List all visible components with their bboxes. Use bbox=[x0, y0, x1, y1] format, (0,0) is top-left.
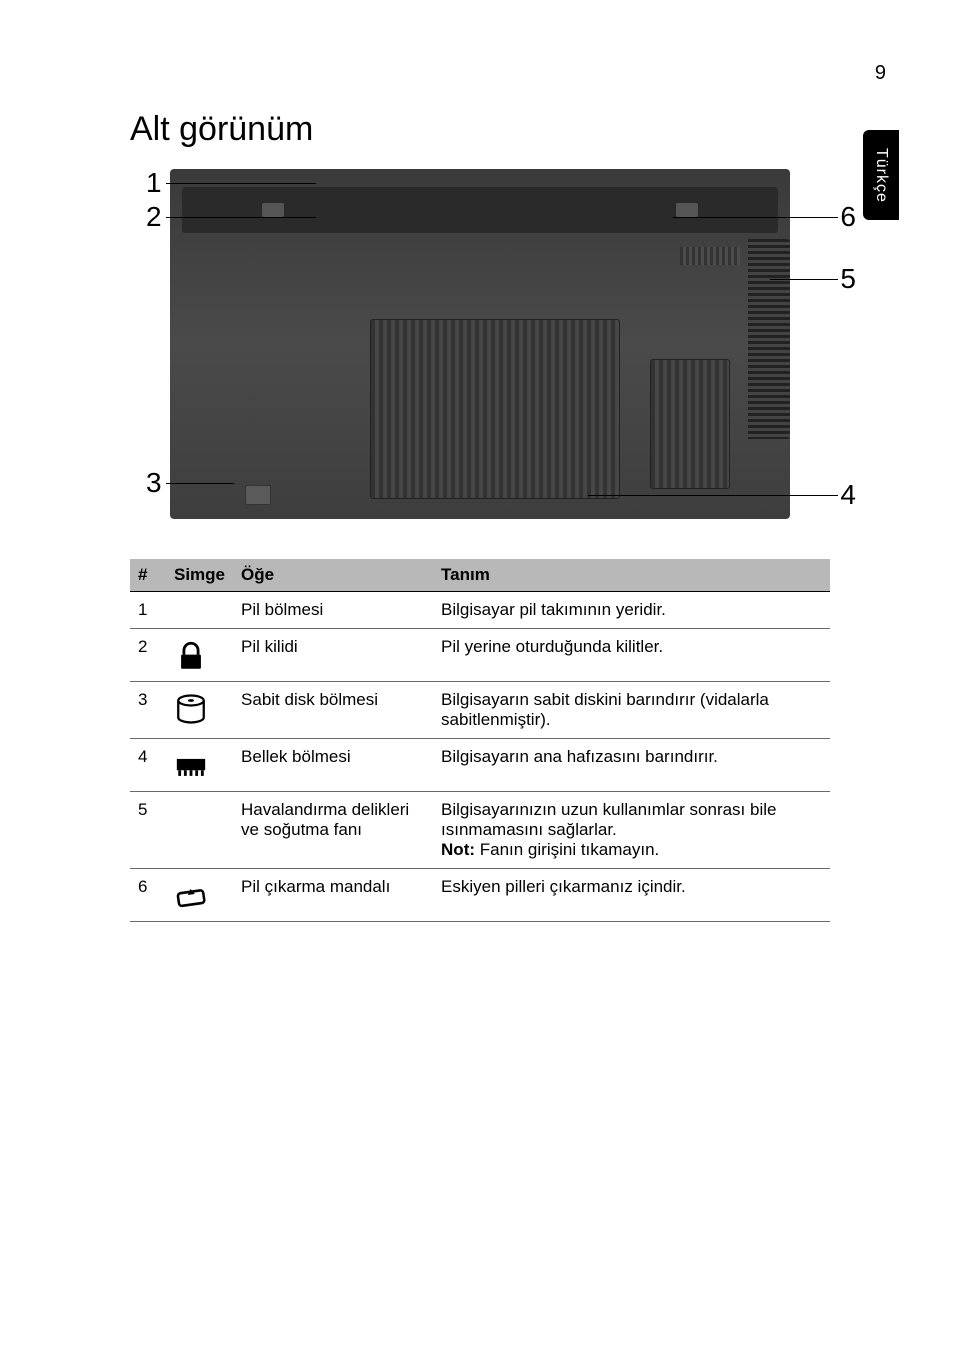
table-row: 1 Pil bölmesi Bilgisayar pil takımının y… bbox=[130, 592, 830, 629]
bottom-view-figure: 1 2 3 4 5 6 bbox=[130, 159, 830, 529]
note-label: Not: bbox=[441, 840, 475, 859]
section-title: Alt görünüm bbox=[130, 110, 830, 149]
cell-item: Pil kilidi bbox=[233, 629, 433, 682]
legend-table: # Simge Öğe Tanım 1 Pil bölmesi Bilgisay… bbox=[130, 559, 830, 922]
table-row: 3 Sabit disk bölmesi Bilgisayarın sabit … bbox=[130, 682, 830, 739]
cell-num: 2 bbox=[130, 629, 166, 682]
callout-6: 6 bbox=[840, 201, 856, 233]
col-header-desc: Tanım bbox=[433, 559, 830, 592]
callout-1-line bbox=[166, 183, 316, 184]
small-card-graphic bbox=[245, 485, 271, 505]
callout-2-line bbox=[166, 217, 316, 218]
callout-3-line bbox=[166, 483, 234, 484]
hdd-icon bbox=[174, 692, 208, 726]
table-row: 4 Bellek bölmesi Bilgisayarın ana hafıza… bbox=[130, 739, 830, 792]
lock-icon bbox=[174, 639, 208, 673]
cell-icon bbox=[166, 739, 233, 792]
col-header-item: Öğe bbox=[233, 559, 433, 592]
main-content: Alt görünüm 1 2 3 4 5 6 # Simge bbox=[130, 110, 830, 922]
callout-6-line bbox=[673, 217, 838, 218]
callout-5: 5 bbox=[840, 263, 856, 295]
memory-icon bbox=[174, 749, 208, 783]
cell-num: 4 bbox=[130, 739, 166, 792]
table-row: 6 Pil çıkarma mandalı Eskiyen pilleri çı… bbox=[130, 869, 830, 922]
cell-icon bbox=[166, 629, 233, 682]
cell-icon bbox=[166, 682, 233, 739]
vent-side-graphic bbox=[748, 239, 790, 439]
cell-item: Havalandırma delikleri ve soğutma fanı bbox=[233, 792, 433, 869]
page-number: 9 bbox=[875, 62, 886, 85]
callout-1: 1 bbox=[146, 167, 162, 199]
cell-icon bbox=[166, 592, 233, 629]
callout-5-line bbox=[770, 279, 838, 280]
memory-panel-graphic bbox=[650, 359, 730, 489]
language-tab: Türkçe bbox=[863, 130, 899, 220]
language-tab-label: Türkçe bbox=[872, 148, 890, 203]
laptop-base-illustration bbox=[170, 169, 790, 519]
cell-desc: Bilgisayar pil takımının yeridir. bbox=[433, 592, 830, 629]
cell-item: Pil bölmesi bbox=[233, 592, 433, 629]
cell-item: Sabit disk bölmesi bbox=[233, 682, 433, 739]
note-text: Fanın girişini tıkamayın. bbox=[475, 840, 659, 859]
hdd-panel-graphic bbox=[370, 319, 620, 499]
cell-num: 5 bbox=[130, 792, 166, 869]
battery-release-graphic bbox=[676, 203, 698, 217]
col-header-num: # bbox=[130, 559, 166, 592]
cell-icon bbox=[166, 869, 233, 922]
col-header-icon: Simge bbox=[166, 559, 233, 592]
cell-desc: Bilgisayarın ana hafızasını barındırır. bbox=[433, 739, 830, 792]
desc-text: Bilgisayarınızın uzun kullanımlar sonras… bbox=[441, 800, 776, 839]
cell-desc: Pil yerine oturduğunda kilitler. bbox=[433, 629, 830, 682]
battery-lock-graphic bbox=[262, 203, 284, 217]
vent-top-graphic bbox=[680, 247, 740, 265]
cell-desc: Eskiyen pilleri çıkarmanız içindir. bbox=[433, 869, 830, 922]
callout-3: 3 bbox=[146, 467, 162, 499]
callout-4-line bbox=[588, 495, 838, 496]
table-row: 5 Havalandırma delikleri ve soğutma fanı… bbox=[130, 792, 830, 869]
cell-num: 3 bbox=[130, 682, 166, 739]
cell-icon bbox=[166, 792, 233, 869]
battery-release-icon bbox=[174, 879, 208, 913]
cell-num: 1 bbox=[130, 592, 166, 629]
cell-num: 6 bbox=[130, 869, 166, 922]
callout-4: 4 bbox=[840, 479, 856, 511]
table-header-row: # Simge Öğe Tanım bbox=[130, 559, 830, 592]
cell-item: Bellek bölmesi bbox=[233, 739, 433, 792]
callout-2: 2 bbox=[146, 201, 162, 233]
cell-desc: Bilgisayarınızın uzun kullanımlar sonras… bbox=[433, 792, 830, 869]
cell-item: Pil çıkarma mandalı bbox=[233, 869, 433, 922]
table-row: 2 Pil kilidi Pil yerine oturduğunda kili… bbox=[130, 629, 830, 682]
cell-desc: Bilgisayarın sabit diskini barındırır (v… bbox=[433, 682, 830, 739]
